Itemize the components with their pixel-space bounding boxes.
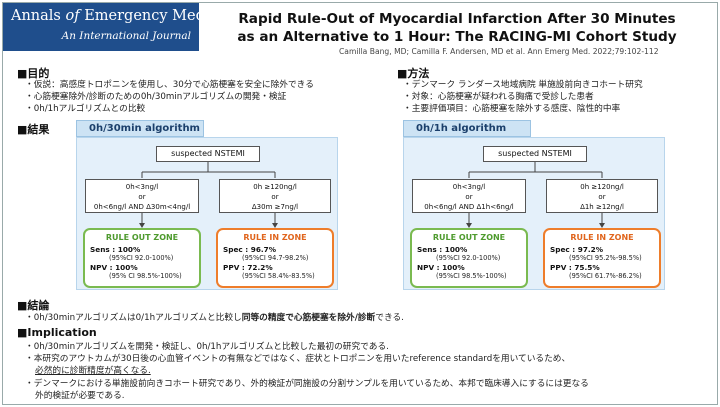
criteria-line: Δ1h ≥12ng/l: [580, 203, 624, 211]
stat-ci: (95%CI 92.0-100%): [109, 254, 174, 262]
criteria-line: or: [138, 193, 146, 201]
stat-ppv: PPV : 72.2%: [223, 263, 273, 272]
paper-title: Rapid Rule-Out of Myocardial Infarction …: [227, 10, 687, 46]
title-line-1: Rapid Rule-Out of Myocardial Infarction …: [238, 11, 676, 27]
implication-bullet: ・本研究のアウトカムが30日後の心血管イベントの有無などではなく、症状とトロポニ…: [25, 354, 571, 364]
criteria-line: or: [465, 193, 473, 201]
methods-bullet: ・対象：心筋梗塞が疑われる胸痛で受診した患者: [403, 92, 594, 102]
methods-bullet: ・主要評価項目：心筋梗塞を除外する感度、陰性的中率: [403, 104, 621, 114]
methods-bullet: ・デンマーク ランダース地域病院 単施設前向きコホート研究: [403, 80, 643, 90]
objective-bullet: ・0h/1hアルゴリズムとの比較: [25, 104, 146, 114]
criteria-line: 0h<6ng/l AND Δ30m<4ng/l: [93, 203, 191, 211]
stat-ci: (95%CI 61.7%-86.2%): [569, 272, 642, 280]
rule-in-zone: RULE IN ZONE Spec : 96.7% (95%CI 94.7-98…: [216, 228, 334, 288]
panel-body: suspected NSTEMI 0h<3ng/l or 0h<6ng/l AN…: [76, 137, 338, 290]
stat-ci: (95%CI 94.7-98.2%): [242, 254, 309, 262]
objective-bullet: ・心筋梗塞除外/診断のための0h/30minアルゴリズムの開発・検証: [25, 92, 287, 102]
panel-body: suspected NSTEMI 0h<3ng/l or 0h<6ng/l AN…: [403, 137, 665, 290]
stat-sens: Sens : 100%: [417, 245, 468, 254]
stat-spec: Spec : 97.2%: [550, 245, 604, 254]
objective-bullet: ・仮説：高感度トロポニンを使用し、30分で心筋梗塞を安全に除外できる: [25, 80, 314, 90]
algorithm-panel-30min: 0h/30min algorithm suspected NSTEMI 0h<3…: [76, 120, 338, 290]
zone-label: RULE OUT ZONE: [105, 233, 179, 242]
methods-heading: ■方法: [397, 67, 430, 80]
implication-heading: ■Implication: [17, 326, 97, 339]
stat-ci: (95%CI 92.0-100%): [436, 254, 501, 262]
stat-npv: NPV : 100%: [417, 263, 465, 272]
suspected-nstemi-box: suspected NSTEMI: [156, 146, 260, 162]
flow-connectors: [139, 162, 278, 228]
title-line-2: as an Alternative to 1 Hour: The RACING-…: [237, 29, 677, 45]
rule-in-criteria-box: 0h ≥120ng/l or Δ30m ≥7ng/l: [219, 179, 331, 213]
journal-subtitle: An International Journal: [61, 30, 191, 42]
stat-sens: Sens : 100%: [90, 245, 141, 254]
algorithm-panel-1h: 0h/1h algorithm suspected NSTEMI 0h<3ng/…: [403, 120, 665, 290]
criteria-line: 0h<3ng/l: [452, 183, 486, 191]
stat-spec: Spec : 96.7%: [223, 245, 277, 254]
objective-heading: ■目的: [17, 67, 50, 80]
criteria-line: or: [598, 193, 606, 201]
citation: Camilla Bang, MD; Camilla F. Andersen, M…: [339, 47, 659, 56]
journal-name: Annals of Emergency Medicine: [11, 8, 241, 24]
conclusion-heading: ■結論: [17, 299, 50, 312]
criteria-line: 0h ≥120ng/l: [580, 183, 624, 191]
panel-title: 0h/1h algorithm: [403, 120, 531, 137]
criteria-line: 0h<6ng/l AND Δ1h<6ng/l: [424, 203, 514, 211]
flow-connectors: [466, 162, 605, 228]
criteria-line: Δ30m ≥7ng/l: [251, 203, 299, 211]
stat-npv: NPV : 100%: [90, 263, 138, 272]
rule-in-criteria-box: 0h ≥120ng/l or Δ1h ≥12ng/l: [546, 179, 658, 213]
journal-banner: Annals of Emergency Medicine An Internat…: [3, 3, 240, 51]
criteria-line: 0h ≥120ng/l: [253, 183, 297, 191]
stat-ci: (95% CI 98.5%-100%): [109, 272, 182, 280]
results-heading: ■結果: [17, 123, 50, 136]
implication-bullet: ・0h/30minアルゴリズムを開発・検証し、0h/1hアルゴリズムと比較した最…: [25, 342, 389, 352]
conclusion-text: ・0h/30minアルゴリズムは0/1hアルゴリズムと比較し同等の精度で心筋梗塞…: [25, 313, 404, 323]
criteria-line: or: [271, 193, 279, 201]
rule-out-criteria-box: 0h<3ng/l or 0h<6ng/l AND Δ1h<6ng/l: [412, 179, 526, 213]
implication-bullet-cont: 外的検証が必要である.: [35, 391, 125, 401]
stat-ppv: PPV : 75.5%: [550, 263, 600, 272]
zone-label: RULE OUT ZONE: [432, 233, 506, 242]
criteria-line: 0h<3ng/l: [125, 183, 159, 191]
stat-ci: (95%CI 95.2%-98.5%): [569, 254, 642, 262]
panel-title: 0h/30min algorithm: [76, 120, 204, 137]
rule-in-zone: RULE IN ZONE Spec : 97.2% (95%CI 95.2%-9…: [543, 228, 661, 288]
implication-bullet-cont: 必然的に診断精度が高くなる.: [35, 366, 151, 376]
zone-label: RULE IN ZONE: [243, 233, 307, 242]
suspected-nstemi-box: suspected NSTEMI: [483, 146, 587, 162]
stat-ci: (95%CI 98.5%-100%): [436, 272, 507, 280]
rule-out-zone: RULE OUT ZONE Sens : 100% (95%CI 92.0-10…: [410, 228, 528, 288]
zone-label: RULE IN ZONE: [570, 233, 634, 242]
rule-out-criteria-box: 0h<3ng/l or 0h<6ng/l AND Δ30m<4ng/l: [85, 179, 199, 213]
rule-out-zone: RULE OUT ZONE Sens : 100% (95%CI 92.0-10…: [83, 228, 201, 288]
implication-bullet: ・デンマークにおける単施設前向きコホート研究であり、外的検証が同施設の分割サンプ…: [25, 379, 589, 389]
stat-ci: (95%CI 58.4%-83.5%): [242, 272, 315, 280]
